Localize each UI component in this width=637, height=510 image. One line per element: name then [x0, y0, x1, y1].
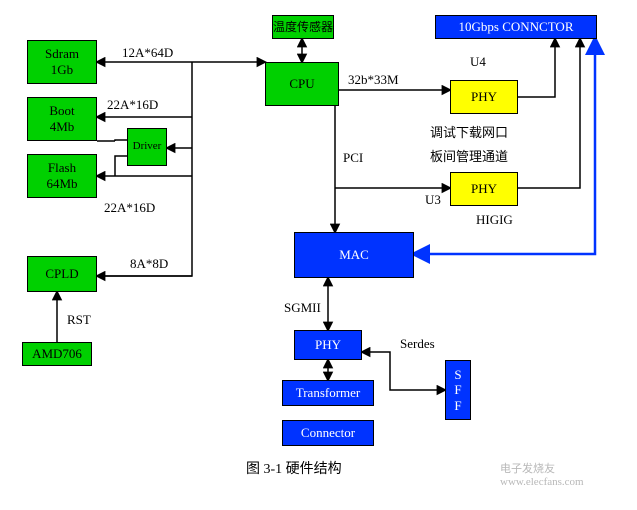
node-flash-text: 64Mb	[46, 176, 77, 192]
edge-e-phyl-sff	[362, 352, 445, 390]
node-phy_u4-text: PHY	[471, 89, 497, 105]
node-sff: SFF	[445, 360, 471, 420]
node-amd706-text: AMD706	[32, 346, 82, 362]
label-l-32b33m: 32b*33M	[348, 72, 399, 88]
node-transformer-text: Transformer	[296, 385, 361, 401]
edge-e-phyu3-conn	[518, 39, 580, 188]
node-driver: Driver	[127, 128, 167, 166]
figure-caption: 图 3-1 硬件结构	[246, 458, 342, 478]
node-flash: Flash64Mb	[27, 154, 97, 198]
node-mac: MAC	[294, 232, 414, 278]
label-l-higig: HIGIG	[476, 212, 513, 228]
node-cpld-text: CPLD	[45, 266, 78, 282]
label-l-rst: RST	[67, 312, 91, 328]
node-sdram: Sdram1Gb	[27, 40, 97, 84]
node-driver-text: Driver	[133, 140, 162, 153]
label-l-u4: U4	[470, 54, 486, 70]
node-boot-text: 4Mb	[50, 119, 75, 135]
node-amd706: AMD706	[22, 342, 92, 366]
node-connector: Connector	[282, 420, 374, 446]
node-boot: Boot4Mb	[27, 97, 97, 141]
watermark-0: 电子发烧友	[500, 460, 555, 476]
node-conn10g: 10Gbps CONNCTOR	[435, 15, 597, 39]
label-l-dbgnet: 调试下载网口	[430, 122, 508, 141]
label-l-22a16d2: 22A*16D	[104, 200, 155, 216]
node-cpu-text: CPU	[289, 76, 314, 92]
node-phy_u4: PHY	[450, 80, 518, 114]
label-l-pci: PCI	[343, 150, 363, 166]
node-flash-text: Flash	[48, 160, 76, 176]
label-l-u3: U3	[425, 192, 441, 208]
node-phy_l: PHY	[294, 330, 362, 360]
node-cpu: CPU	[265, 62, 339, 106]
node-temp: 温度传感器	[272, 15, 334, 39]
node-cpld: CPLD	[27, 256, 97, 292]
node-transformer: Transformer	[282, 380, 374, 406]
edge-e-phyu4-conn	[518, 39, 555, 97]
node-sff-text: F	[454, 382, 461, 398]
node-boot-text: Boot	[49, 103, 74, 119]
label-l-serdes: Serdes	[400, 336, 435, 352]
node-connector-text: Connector	[301, 425, 355, 441]
node-sdram-text: 1Gb	[51, 62, 73, 78]
edge-e-cpu-mem	[97, 62, 192, 276]
diagram-stage: Sdram1Gb Boot4Mb Flash64Mb Driver CPLD AMD706…	[0, 0, 637, 510]
node-sdram-text: Sdram	[45, 46, 79, 62]
node-mac-text: MAC	[339, 247, 369, 263]
node-conn10g-text: 10Gbps CONNCTOR	[459, 19, 574, 35]
edge-e-driver-boot	[115, 140, 127, 141]
node-phy_l-text: PHY	[315, 337, 341, 353]
edge-e-driver-flash	[115, 156, 127, 176]
label-l-22a16d1: 22A*16D	[107, 97, 158, 113]
watermark-1: www.elecfans.com	[500, 476, 584, 488]
node-phy_u3-text: PHY	[471, 181, 497, 197]
label-l-8a8d: 8A*8D	[130, 256, 168, 272]
label-l-mgmt: 板间管理通道	[430, 146, 508, 165]
node-temp-text: 温度传感器	[273, 20, 333, 34]
node-phy_u3: PHY	[450, 172, 518, 206]
label-l-sgmii: SGMII	[284, 300, 321, 316]
node-sff-text: S	[454, 367, 461, 383]
label-l-12a64d: 12A*64D	[122, 45, 173, 61]
node-sff-text: F	[454, 398, 461, 414]
